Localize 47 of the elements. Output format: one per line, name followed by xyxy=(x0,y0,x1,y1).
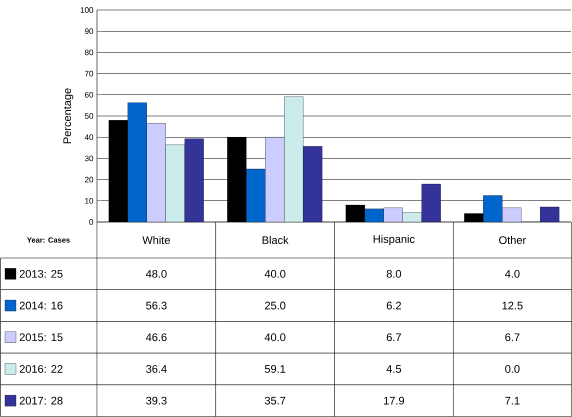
data-label: 25.0 xyxy=(264,302,286,310)
data-label: 36.4 xyxy=(146,365,167,373)
data-label: 46.6 xyxy=(146,333,167,342)
y-tick-label: 50 xyxy=(84,113,94,119)
x-tick-label: White xyxy=(142,236,170,244)
data-label: 39.3 xyxy=(146,396,167,405)
y-tick-label: 0 xyxy=(89,219,94,225)
y-tick-label: 10 xyxy=(85,198,94,204)
bar xyxy=(422,184,441,222)
bar xyxy=(303,146,322,222)
data-label: 35.7 xyxy=(264,396,286,405)
data-label: 6.7 xyxy=(386,333,401,342)
legend-label: 2016: 22 xyxy=(20,365,62,373)
data-label: 4.5 xyxy=(386,365,402,373)
data-label: 56.3 xyxy=(146,302,167,310)
data-label: 7.1 xyxy=(505,396,520,404)
bar xyxy=(166,144,185,222)
legend-label: 2014: 16 xyxy=(20,302,63,310)
y-axis-title: Percentage xyxy=(63,88,74,144)
bar xyxy=(284,96,304,222)
y-tick-label: 20 xyxy=(84,176,94,182)
data-label: 8.0 xyxy=(386,270,402,278)
y-tick-label: 100 xyxy=(80,7,94,13)
data-label: 6.7 xyxy=(505,333,520,342)
y-tick-label: 40 xyxy=(84,134,94,140)
x-tick-label: Hispanic xyxy=(374,234,415,246)
data-label: 6.2 xyxy=(386,302,401,310)
data-label: 0.0 xyxy=(505,365,520,373)
data-label: 12.5 xyxy=(502,302,523,310)
y-tick-label: 30 xyxy=(84,156,94,162)
legend-label: 2013: 25 xyxy=(20,270,63,278)
data-label: 48.0 xyxy=(146,270,167,278)
legend-label: 2015: 15 xyxy=(20,333,63,342)
data-label: 40.0 xyxy=(264,333,286,342)
x-tick-label: Other xyxy=(499,236,526,244)
bar xyxy=(184,138,204,222)
x-tick-label: Black xyxy=(262,236,289,244)
y-tick-label: 60 xyxy=(84,92,94,98)
data-label: 59.1 xyxy=(264,365,286,373)
y-tick-label: 70 xyxy=(84,70,94,76)
data-label: 4.0 xyxy=(504,270,520,278)
data-label: 40.0 xyxy=(264,270,286,278)
bar xyxy=(540,206,560,222)
y-tick-label: 80 xyxy=(84,50,94,56)
data-label: 17.9 xyxy=(384,396,404,405)
legend-label: 2017: 28 xyxy=(20,396,63,405)
y-tick-label: 90 xyxy=(84,28,94,34)
